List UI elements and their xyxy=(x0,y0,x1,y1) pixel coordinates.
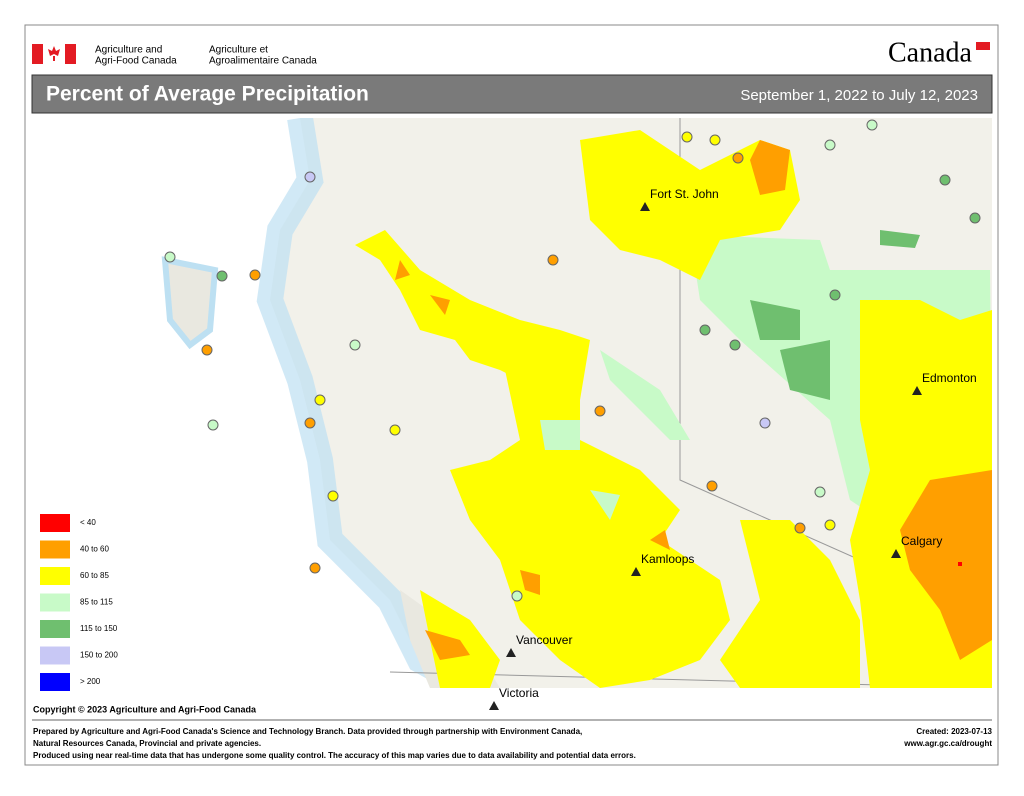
legend-label: < 40 xyxy=(80,518,96,527)
legend-swatch xyxy=(40,646,70,665)
city-label: Calgary xyxy=(901,534,942,548)
title-bar xyxy=(31,74,993,114)
city-marker xyxy=(631,567,641,576)
footer-line: Natural Resources Canada, Provincial and… xyxy=(33,739,261,748)
created: Created: 2023-07-13 xyxy=(916,727,992,736)
city-marker xyxy=(506,648,516,657)
city-marker xyxy=(912,386,922,395)
agency-en: Agriculture and xyxy=(95,45,162,56)
agency-fr: Agriculture et xyxy=(209,45,268,56)
period: September 1, 2022 to July 12, 2023 xyxy=(740,87,978,104)
legend-swatch xyxy=(40,514,70,532)
legend-swatch xyxy=(40,620,70,638)
legend-swatch xyxy=(40,593,70,612)
legend-label: 150 to 200 xyxy=(80,651,118,660)
legend-label: 115 to 150 xyxy=(80,624,118,633)
city-marker xyxy=(489,701,499,710)
map-area xyxy=(32,118,992,688)
city-label: Edmonton xyxy=(922,371,977,385)
flag xyxy=(32,44,76,64)
legend-label: > 200 xyxy=(80,677,101,686)
city-label: Kamloops xyxy=(641,552,694,566)
legend-label: 60 to 85 xyxy=(80,571,109,580)
footer-line: Prepared by Agriculture and Agri-Food Ca… xyxy=(33,727,582,736)
legend: < 40 40 to 60 60 to 85 85 to 115 115 to 150 1… xyxy=(32,505,135,695)
wordmark-flag xyxy=(976,42,990,50)
legend-label: 40 to 60 xyxy=(80,545,109,554)
legend-swatch xyxy=(40,567,70,585)
title: Percent of Average Precipitation xyxy=(46,83,369,106)
city-label: Fort St. John xyxy=(650,187,719,201)
wordmark: Canada xyxy=(888,37,973,68)
url: www.agr.gc.ca/drought xyxy=(903,739,992,748)
legend-label: 85 to 115 xyxy=(80,598,113,607)
city-label: Victoria xyxy=(499,686,539,700)
agency-en: Agri-Food Canada xyxy=(95,56,177,67)
copyright: Copyright © 2023 Agriculture and Agri-Fo… xyxy=(33,704,257,714)
city-marker xyxy=(640,202,650,211)
footer-line: Produced using near real-time data that … xyxy=(33,751,636,760)
legend-swatch xyxy=(40,540,70,559)
legend-swatch xyxy=(40,673,70,691)
agency-fr: Agroalimentaire Canada xyxy=(209,56,317,67)
city-marker xyxy=(891,549,901,558)
city-label: Vancouver xyxy=(516,633,572,647)
